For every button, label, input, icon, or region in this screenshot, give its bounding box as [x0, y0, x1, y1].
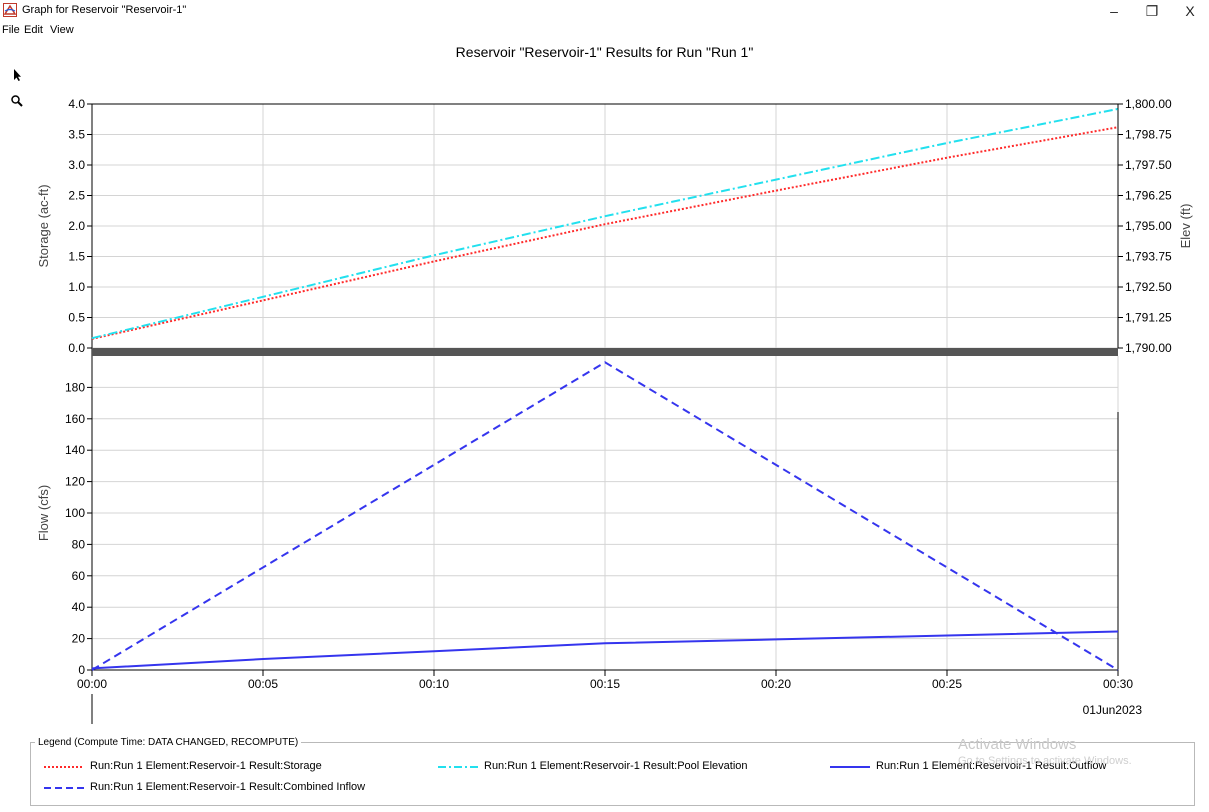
elev-tick-label: 1,796.25 — [1125, 189, 1172, 203]
close-button[interactable]: X — [1185, 3, 1195, 19]
storage-tick-label: 2.0 — [68, 219, 85, 233]
activate-windows-watermark: Activate Windows — [958, 736, 1077, 753]
legend-caption: Legend (Compute Time: DATA CHANGED, RECO… — [35, 737, 302, 748]
elev-tick-label: 1,791.25 — [1125, 311, 1172, 325]
x-tick-label: 00:15 — [590, 677, 620, 691]
flow-tick-label: 120 — [65, 475, 85, 489]
pool-elevation-series-line — [91, 107, 1119, 340]
x-tick-label: 00:00 — [77, 677, 107, 691]
chart-title: Reservoir "Reservoir-1" Results for Run … — [455, 44, 754, 60]
storage-tick-label: 2.5 — [68, 189, 85, 203]
elev-tick-label: 1,793.75 — [1125, 250, 1172, 264]
flow-tick-label: 40 — [72, 600, 86, 614]
legend-label-outflow: Run:Run 1 Element:Reservoir-1 Result:Out… — [876, 760, 1107, 772]
flow-tick-label: 160 — [65, 412, 85, 426]
combined-inflow-series-line — [91, 361, 1119, 671]
top-panel-series — [91, 107, 1119, 340]
flow-tick-label: 0 — [78, 663, 85, 677]
flow-tick-label: 60 — [72, 569, 86, 583]
outflow-series-line — [91, 630, 1119, 670]
x-tick-label: 00:30 — [1103, 677, 1133, 691]
x-tick-label: 00:05 — [248, 677, 278, 691]
elev-tick-label: 1,798.75 — [1125, 128, 1172, 142]
x-tick-label: 00:25 — [932, 677, 962, 691]
flow-axis-title: Flow (cfs) — [36, 485, 51, 541]
elev-tick-label: 1,800.00 — [1125, 97, 1172, 111]
select-arrow-icon[interactable] — [10, 68, 24, 82]
storage-tick-label: 1.5 — [68, 250, 85, 264]
legend-swatch-pool-elevation — [438, 766, 478, 768]
menu-view[interactable]: View — [50, 24, 74, 36]
storage-tick-label: 4.0 — [68, 97, 85, 111]
bottom-panel-grid — [91, 356, 1119, 671]
menu-file[interactable]: File — [2, 24, 20, 36]
axis-labels: 00:00 00:05 00:10 00:15 00:20 00:25 00:30 01Jun… — [36, 97, 1193, 717]
elev-tick-label: 1,790.00 — [1125, 341, 1172, 355]
storage-tick-label: 3.5 — [68, 128, 85, 142]
hec-hms-icon — [3, 3, 17, 17]
panel-divider — [92, 348, 1118, 356]
storage-axis-title: Storage (ac-ft) — [36, 184, 51, 267]
flow-tick-label: 80 — [72, 537, 86, 551]
storage-tick-label: 1.0 — [68, 280, 85, 294]
zoom-magnifier-icon[interactable] — [10, 94, 24, 108]
x-tick-label: 00:20 — [761, 677, 791, 691]
menu-edit[interactable]: Edit — [24, 24, 43, 36]
storage-tick-label: 3.0 — [68, 158, 85, 172]
elev-axis-title: Elev (ft) — [1178, 204, 1193, 249]
menu-bar: File Edit View — [0, 22, 400, 38]
maximize-button[interactable]: ❐ — [1145, 3, 1159, 19]
legend-box — [30, 742, 1195, 806]
title-bar: Graph for Reservoir "Reservoir-1" – ❐ X — [0, 0, 1209, 22]
elev-tick-label: 1,797.50 — [1125, 158, 1172, 172]
elev-tick-label: 1,792.50 — [1125, 280, 1172, 294]
flow-tick-label: 140 — [65, 443, 85, 457]
flow-tick-label: 180 — [65, 380, 85, 394]
window-title: Graph for Reservoir "Reservoir-1" — [22, 4, 187, 16]
chart-axes — [87, 103, 1123, 724]
legend-label-storage: Run:Run 1 Element:Reservoir-1 Result:Sto… — [90, 760, 322, 772]
legend-swatch-storage — [44, 766, 84, 768]
chart-svg: 00:00 00:05 00:10 00:15 00:20 00:25 00:30 01Jun… — [36, 97, 1193, 724]
x-date-label: 01Jun2023 — [1083, 703, 1143, 717]
storage-tick-label: 0.5 — [68, 311, 85, 325]
flow-tick-label: 100 — [65, 506, 85, 520]
elev-tick-label: 1,795.00 — [1125, 219, 1172, 233]
legend-swatch-outflow — [830, 766, 870, 768]
top-panel-grid — [91, 103, 1119, 349]
minimize-button[interactable]: – — [1110, 3, 1118, 19]
bottom-panel-series — [91, 361, 1119, 671]
legend-swatch-combined-inflow — [44, 787, 84, 789]
storage-tick-label: 0.0 — [68, 341, 85, 355]
legend-label-pool-elevation: Run:Run 1 Element:Reservoir-1 Result:Poo… — [484, 760, 748, 772]
storage-series-line — [91, 126, 1119, 340]
activate-windows-hint: Go to Settings to activate Windows. — [958, 755, 1132, 767]
legend-label-combined-inflow: Run:Run 1 Element:Reservoir-1 Result:Com… — [90, 781, 366, 793]
x-tick-label: 00:10 — [419, 677, 449, 691]
flow-tick-label: 20 — [72, 632, 86, 646]
